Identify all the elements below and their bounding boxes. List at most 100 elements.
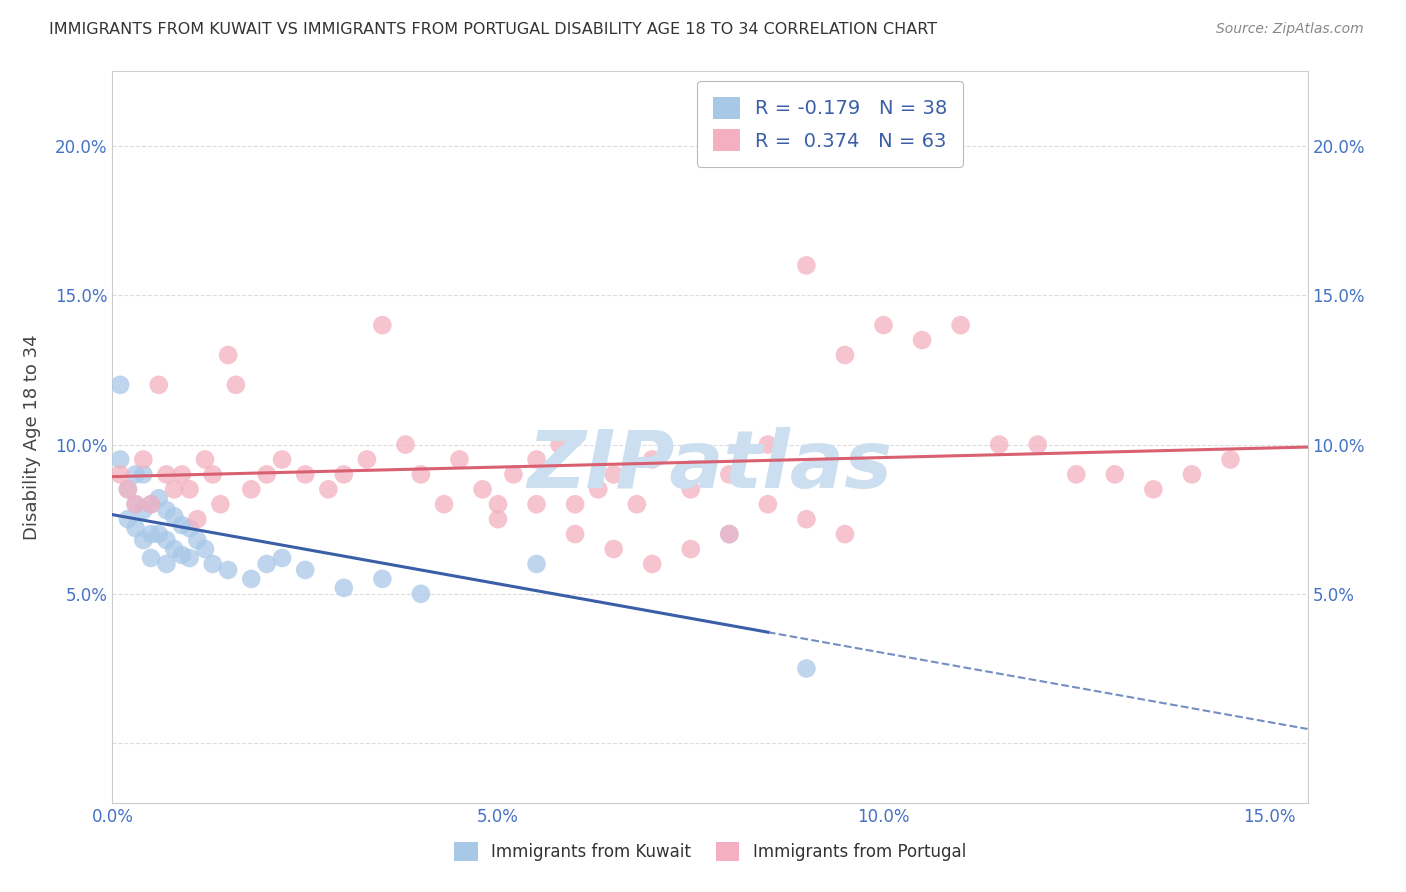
- Point: [155, 467, 177, 482]
- Point: [217, 348, 239, 362]
- Point: [179, 521, 201, 535]
- Point: [256, 557, 278, 571]
- Point: [718, 527, 741, 541]
- Point: [139, 527, 162, 541]
- Point: [1142, 483, 1164, 497]
- Point: [194, 542, 217, 557]
- Point: [186, 512, 208, 526]
- Point: [132, 452, 155, 467]
- Point: [163, 542, 186, 557]
- Point: [796, 259, 818, 273]
- Point: [108, 467, 131, 482]
- Legend: Immigrants from Kuwait, Immigrants from Portugal: Immigrants from Kuwait, Immigrants from …: [447, 835, 973, 868]
- Point: [602, 467, 624, 482]
- Point: [124, 497, 146, 511]
- Point: [225, 377, 247, 392]
- Point: [124, 467, 146, 482]
- Point: [1219, 452, 1241, 467]
- Point: [333, 581, 356, 595]
- Point: [548, 437, 571, 451]
- Point: [409, 467, 432, 482]
- Point: [471, 483, 494, 497]
- Point: [170, 548, 193, 562]
- Point: [1026, 437, 1049, 451]
- Point: [371, 318, 394, 332]
- Point: [148, 491, 170, 506]
- Point: [834, 348, 856, 362]
- Point: [155, 503, 177, 517]
- Point: [132, 503, 155, 517]
- Point: [132, 467, 155, 482]
- Point: [796, 661, 818, 675]
- Point: [872, 318, 894, 332]
- Point: [132, 533, 155, 547]
- Point: [641, 557, 664, 571]
- Point: [256, 467, 278, 482]
- Point: [217, 563, 239, 577]
- Point: [526, 557, 548, 571]
- Point: [394, 437, 416, 451]
- Point: [201, 557, 224, 571]
- Point: [117, 512, 139, 526]
- Point: [186, 533, 208, 547]
- Point: [108, 452, 131, 467]
- Point: [834, 527, 856, 541]
- Point: [1104, 467, 1126, 482]
- Point: [155, 533, 177, 547]
- Point: [679, 483, 702, 497]
- Point: [526, 497, 548, 511]
- Point: [124, 521, 146, 535]
- Point: [1064, 467, 1087, 482]
- Text: IMMIGRANTS FROM KUWAIT VS IMMIGRANTS FROM PORTUGAL DISABILITY AGE 18 TO 34 CORRE: IMMIGRANTS FROM KUWAIT VS IMMIGRANTS FRO…: [49, 22, 938, 37]
- Point: [117, 483, 139, 497]
- Point: [433, 497, 456, 511]
- Point: [294, 467, 316, 482]
- Point: [564, 497, 586, 511]
- Point: [641, 452, 664, 467]
- Point: [796, 512, 818, 526]
- Point: [139, 497, 162, 511]
- Point: [756, 437, 779, 451]
- Point: [564, 527, 586, 541]
- Point: [502, 467, 524, 482]
- Point: [179, 483, 201, 497]
- Point: [163, 509, 186, 524]
- Point: [626, 497, 648, 511]
- Point: [148, 377, 170, 392]
- Point: [409, 587, 432, 601]
- Point: [170, 518, 193, 533]
- Point: [949, 318, 972, 332]
- Point: [201, 467, 224, 482]
- Point: [602, 542, 624, 557]
- Point: [356, 452, 378, 467]
- Point: [586, 483, 609, 497]
- Y-axis label: Disability Age 18 to 34: Disability Age 18 to 34: [24, 334, 41, 540]
- Point: [333, 467, 356, 482]
- Text: Source: ZipAtlas.com: Source: ZipAtlas.com: [1216, 22, 1364, 37]
- Point: [371, 572, 394, 586]
- Point: [449, 452, 471, 467]
- Point: [163, 483, 186, 497]
- Point: [718, 467, 741, 482]
- Point: [486, 512, 509, 526]
- Point: [139, 497, 162, 511]
- Point: [194, 452, 217, 467]
- Point: [139, 551, 162, 566]
- Point: [124, 497, 146, 511]
- Point: [240, 572, 263, 586]
- Point: [148, 527, 170, 541]
- Point: [486, 497, 509, 511]
- Point: [240, 483, 263, 497]
- Point: [108, 377, 131, 392]
- Point: [155, 557, 177, 571]
- Point: [911, 333, 934, 347]
- Point: [318, 483, 340, 497]
- Point: [271, 452, 294, 467]
- Point: [988, 437, 1011, 451]
- Point: [526, 452, 548, 467]
- Point: [179, 551, 201, 566]
- Point: [1181, 467, 1204, 482]
- Point: [117, 483, 139, 497]
- Point: [679, 542, 702, 557]
- Point: [294, 563, 316, 577]
